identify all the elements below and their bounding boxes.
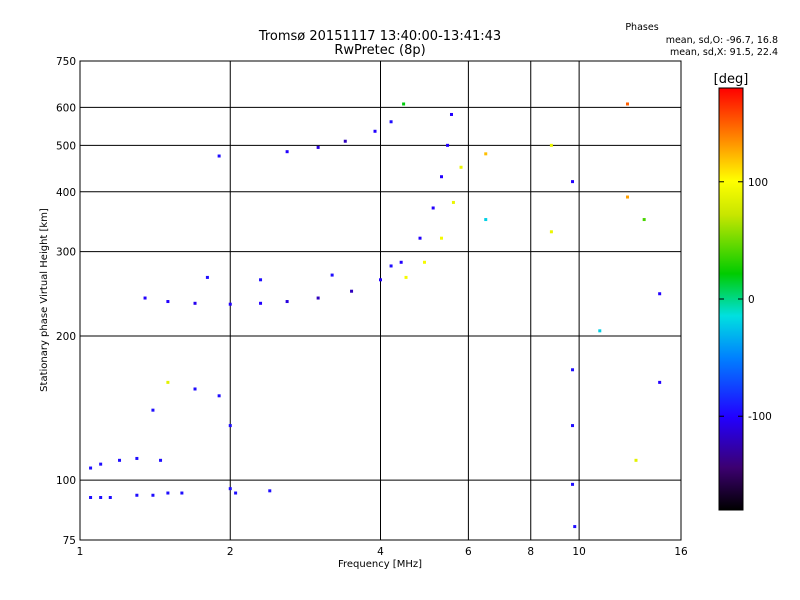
echo-point: [658, 292, 662, 296]
echo-point: [259, 278, 263, 282]
echo-point: [234, 491, 238, 495]
x-tick-label: 6: [465, 546, 472, 558]
colorbar-tick-label: -100: [748, 411, 772, 423]
plot-frame: [79, 60, 682, 541]
echo-point: [118, 458, 122, 462]
echo-point: [658, 380, 662, 384]
echo-point: [316, 296, 320, 300]
echo-point: [151, 493, 155, 497]
echo-point: [373, 129, 377, 133]
echo-point: [285, 300, 289, 304]
chart-title: Tromsø 20151117 13:40:00-13:41:43: [258, 29, 501, 44]
x-axis-label: Frequency [MHz]: [338, 559, 422, 570]
echo-point: [484, 218, 488, 222]
echo-point: [343, 139, 347, 143]
echo-point: [484, 152, 488, 156]
echo-point: [642, 218, 646, 222]
echo-point: [228, 302, 232, 306]
echo-point: [330, 273, 334, 277]
stats-line-o: mean, sd,O: -96.7, 16.8: [666, 35, 778, 46]
echo-point: [418, 236, 422, 240]
stats-line-x: mean, sd,X: 91.5, 22.4: [670, 47, 778, 58]
echo-point: [379, 278, 382, 282]
echo-point: [625, 195, 629, 199]
stats-heading: Phases: [625, 22, 658, 33]
echo-point: [285, 150, 289, 154]
echo-point: [451, 200, 455, 204]
echo-point: [389, 264, 393, 268]
x-tick-label: 2: [227, 546, 234, 558]
echo-point: [135, 456, 139, 460]
echo-point: [404, 275, 408, 279]
echo-point: [159, 458, 163, 462]
colorbar-tick-label: 100: [748, 177, 768, 189]
echo-point: [549, 143, 553, 147]
echo-point: [228, 487, 232, 491]
data-points: [89, 102, 662, 529]
echo-point: [571, 482, 575, 486]
x-tick-label: 16: [674, 546, 688, 558]
chart-subtitle: RwPretec (8p): [334, 43, 425, 58]
echo-point: [166, 491, 170, 495]
echo-point: [151, 408, 155, 412]
x-tick-label: 10: [572, 546, 585, 558]
echo-point: [259, 301, 263, 305]
echo-point: [634, 458, 638, 462]
echo-point: [399, 260, 403, 264]
echo-point: [166, 300, 170, 304]
echo-point: [449, 112, 453, 116]
colorbar-label: [deg]: [714, 72, 749, 87]
echo-point: [571, 368, 575, 372]
echo-point: [228, 424, 232, 428]
echo-point: [440, 236, 444, 240]
echo-point: [459, 165, 463, 169]
echo-point: [389, 120, 393, 124]
echo-point: [431, 206, 435, 210]
y-tick-label: 500: [56, 140, 76, 152]
y-tick-label: 75: [63, 535, 76, 547]
echo-point: [350, 289, 354, 293]
echo-point: [571, 180, 575, 184]
echo-point: [598, 329, 602, 333]
echo-point: [108, 495, 112, 499]
echo-point: [193, 387, 197, 391]
x-tick-label: 8: [527, 546, 534, 558]
echo-point: [89, 495, 93, 499]
y-tick-label: 400: [56, 187, 76, 199]
x-tick-label: 4: [377, 546, 384, 558]
echo-point: [205, 275, 209, 279]
echo-point: [135, 493, 139, 497]
echo-point: [573, 525, 577, 529]
y-tick-label: 600: [56, 102, 76, 114]
plot-grid: [80, 61, 681, 540]
x-tick-label: 1: [77, 546, 84, 558]
echo-point: [89, 466, 93, 470]
echo-point: [217, 154, 221, 158]
echo-point: [217, 394, 221, 398]
echo-point: [193, 301, 197, 305]
echo-point: [99, 495, 103, 499]
y-axis-label: Stationary phase Virtual Height [km]: [39, 208, 50, 392]
colorbar-ticks: 100 0 -100: [719, 177, 772, 423]
colorbar-tick-label: 0: [748, 294, 755, 306]
echo-point: [268, 489, 272, 493]
echo-point: [166, 380, 170, 384]
y-tick-label: 100: [56, 475, 76, 487]
echo-point: [549, 230, 553, 234]
echo-point: [316, 145, 320, 149]
y-tick-label: 200: [56, 331, 76, 343]
echo-point: [422, 260, 426, 264]
echo-point: [440, 175, 444, 179]
y-tick-label: 300: [56, 247, 76, 259]
echo-point: [180, 491, 184, 495]
echo-point: [402, 102, 406, 106]
axis-ticks: 1 2 4 6 8 10 16 75 100 200 300 400 500 600 750: [56, 56, 688, 558]
echo-point: [446, 143, 450, 147]
echo-point: [571, 424, 575, 428]
echo-point: [99, 462, 103, 466]
y-tick-label: 750: [56, 56, 76, 68]
echo-point: [143, 296, 147, 300]
echo-point: [625, 102, 629, 106]
